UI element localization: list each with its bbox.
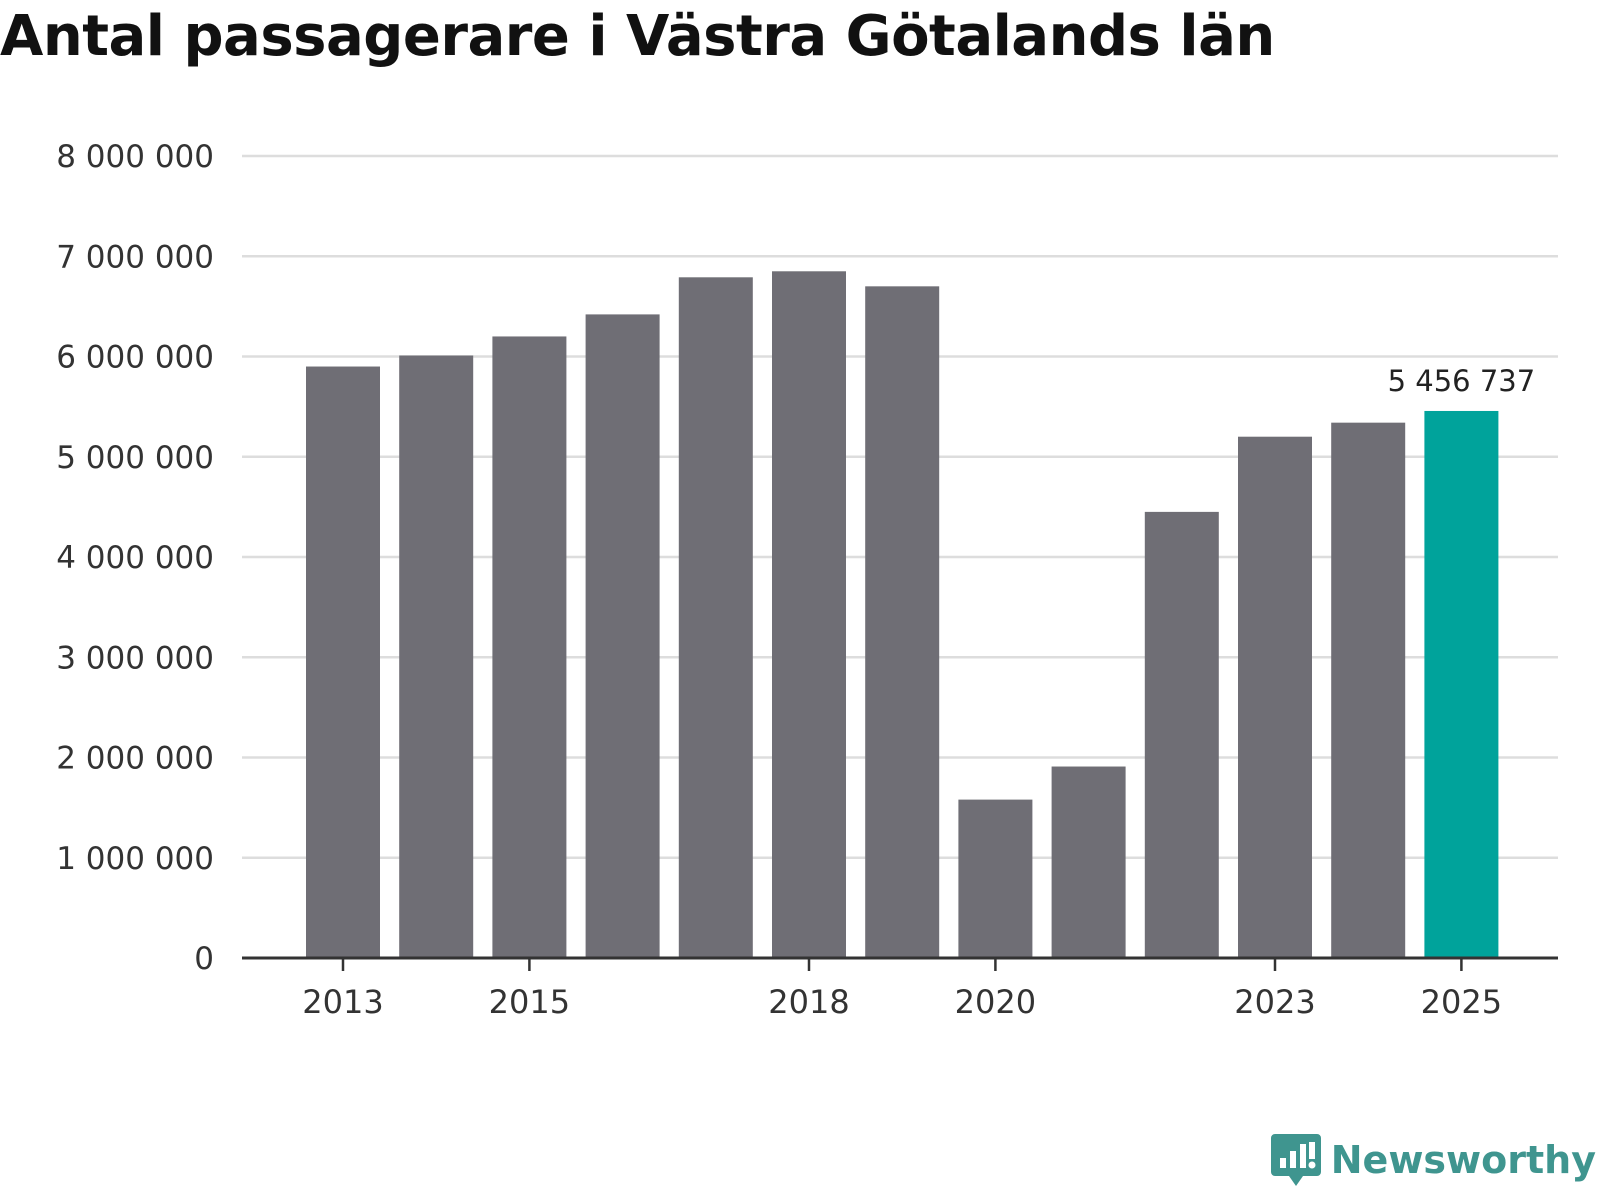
x-tick-label: 2015 xyxy=(489,983,570,1021)
newsworthy-logo-icon xyxy=(1270,1134,1321,1186)
bar-2024 xyxy=(1331,422,1406,958)
bar-2016 xyxy=(585,314,660,958)
y-tick-label: 2 000 000 xyxy=(56,741,214,777)
x-tick-label: 2013 xyxy=(302,983,383,1021)
bar-2013 xyxy=(306,366,380,958)
y-tick-label: 4 000 000 xyxy=(56,540,214,576)
y-tick-label: 3 000 000 xyxy=(56,640,214,676)
x-tick-label: 2023 xyxy=(1234,983,1315,1021)
bar-2025 xyxy=(1424,410,1499,958)
bar-2014 xyxy=(399,355,474,958)
bar-2021 xyxy=(1051,766,1126,958)
y-tick-label: 8 000 000 xyxy=(56,139,214,175)
bar-2017 xyxy=(678,277,753,958)
data-label-2025: 5 456 737 xyxy=(1388,364,1536,398)
x-axis-ticks: 2013 2015 2018 2020 2023 2025 xyxy=(302,958,1502,1021)
chart-title: Antal passagerare i Västra Götalands län xyxy=(0,4,1275,69)
bar-2018 xyxy=(772,271,846,959)
x-tick-label: 2018 xyxy=(768,983,849,1021)
data-labels: 5 456 737 xyxy=(1388,364,1536,398)
y-tick-label: 7 000 000 xyxy=(56,239,214,275)
bar-2020 xyxy=(958,799,1033,958)
bar-2022 xyxy=(1144,511,1219,958)
y-tick-label: 5 000 000 xyxy=(56,440,214,476)
x-tick-label: 2025 xyxy=(1421,983,1502,1021)
bars xyxy=(306,271,1499,959)
bar-2019 xyxy=(865,286,940,958)
bar-2015 xyxy=(492,336,567,958)
y-tick-label: 1 000 000 xyxy=(56,841,214,877)
y-tick-label: 6 000 000 xyxy=(56,340,214,376)
x-tick-label: 2020 xyxy=(955,983,1036,1021)
y-tick-label: 0 xyxy=(194,941,214,977)
brand-name: Newsworthy xyxy=(1330,1138,1596,1182)
y-axis-ticks: 0 1 000 000 2 000 000 3 000 000 4 000 000 5 0… xyxy=(56,139,214,977)
bar-2023 xyxy=(1238,436,1312,958)
brand-logo: Newsworthy xyxy=(1269,1130,1596,1190)
